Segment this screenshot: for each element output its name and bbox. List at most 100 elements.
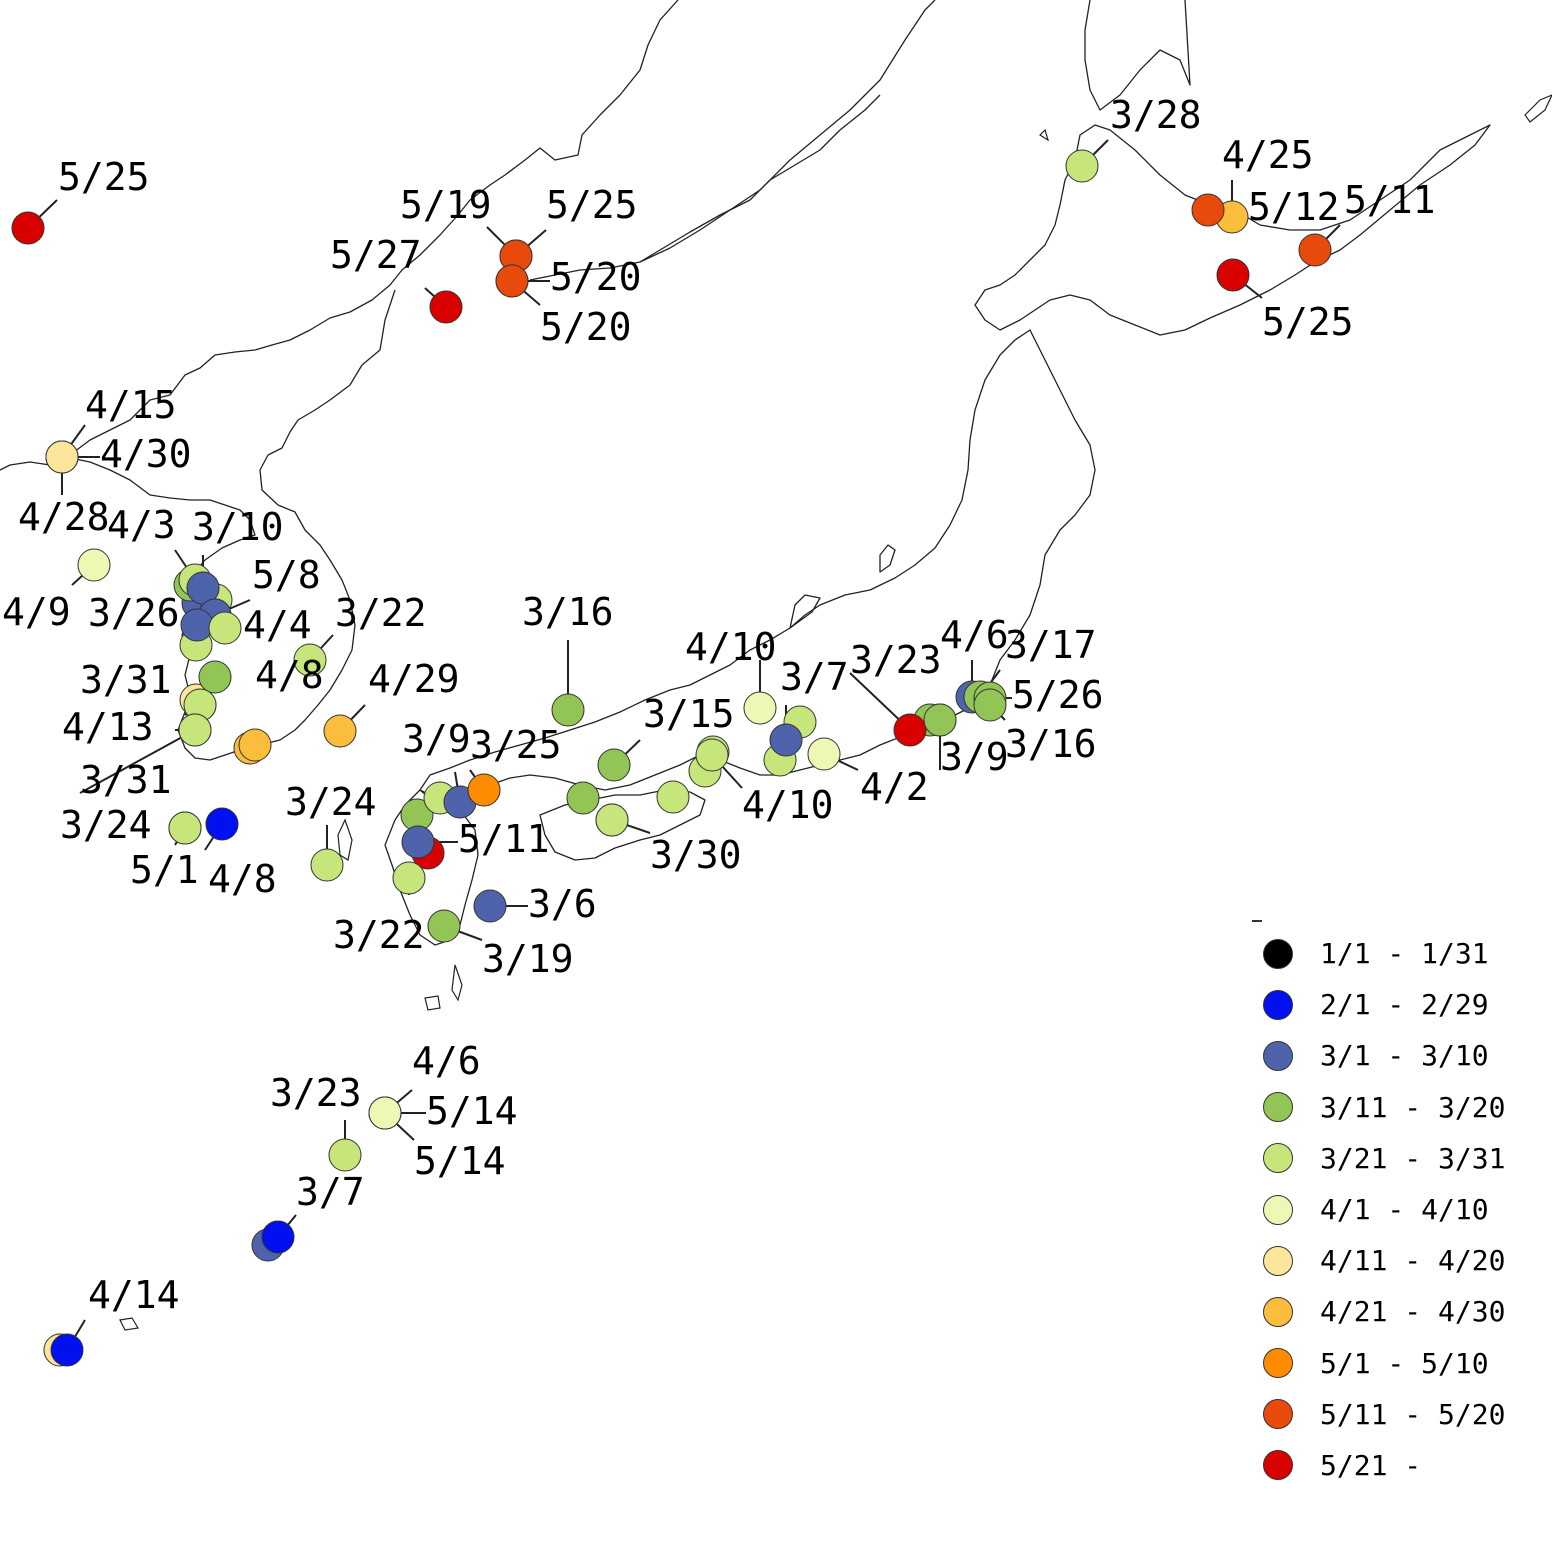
date-label: 3/24 <box>60 803 152 847</box>
date-label: 4/2 <box>860 765 929 809</box>
legend-label: 4/21 - 4/30 <box>1320 1295 1506 1329</box>
station-marker <box>401 825 435 859</box>
station-marker <box>566 781 600 815</box>
leader-line <box>79 729 196 794</box>
date-label: 3/16 <box>522 590 614 634</box>
station-marker <box>238 728 272 762</box>
legend-tick <box>1252 920 1262 922</box>
date-label: 5/27 <box>330 233 422 277</box>
sakhalin-coast <box>1084 0 1191 111</box>
station-marker <box>973 688 1007 722</box>
legend-label: 1/1 - 1/31 <box>1320 937 1489 971</box>
legend-swatch <box>1263 938 1293 969</box>
date-label: 4/15 <box>85 383 177 427</box>
rishiri <box>1039 128 1050 142</box>
date-label: 5/11 <box>1344 178 1436 222</box>
date-label: 3/31 <box>80 658 172 702</box>
legend-swatch <box>1263 1040 1293 1071</box>
legend-item: 1/1 - 1/31 <box>1255 928 1545 979</box>
date-label: 4/4 <box>243 603 312 647</box>
legend-item: 3/21 - 3/31 <box>1255 1133 1545 1184</box>
date-label: 3/6 <box>528 882 597 926</box>
legend-swatch <box>1263 1143 1293 1174</box>
station-marker <box>45 440 79 474</box>
date-label: 4/30 <box>100 432 192 476</box>
legend-item: 3/1 - 3/10 <box>1255 1030 1545 1081</box>
legend-swatch <box>1263 1450 1293 1481</box>
date-label: 5/14 <box>426 1089 518 1133</box>
station-marker <box>1191 193 1225 227</box>
station-marker <box>293 643 327 677</box>
date-label: 4/10 <box>685 625 777 669</box>
station-markers <box>11 149 1332 1367</box>
legend-swatch <box>1263 1245 1293 1276</box>
date-label: 3/30 <box>650 833 742 877</box>
station-marker <box>11 211 45 245</box>
date-label: 3/31 <box>80 758 172 802</box>
station-marker <box>261 1220 295 1254</box>
date-label: 5/25 <box>58 155 150 199</box>
station-marker <box>427 909 461 943</box>
legend-label: 5/11 - 5/20 <box>1320 1397 1506 1431</box>
legend-label: 3/21 - 3/31 <box>1320 1141 1506 1175</box>
station-marker <box>551 693 585 727</box>
legend-swatch <box>1263 1296 1293 1327</box>
station-marker <box>595 803 629 837</box>
station-marker <box>1065 149 1099 183</box>
date-label: 4/6 <box>412 1039 481 1083</box>
shikoku-coast <box>539 789 706 861</box>
date-label: 5/26 <box>1012 673 1104 717</box>
date-label: 3/22 <box>333 913 425 957</box>
date-label: 4/10 <box>742 783 834 827</box>
date-label: 3/23 <box>270 1071 362 1115</box>
station-marker <box>769 723 803 757</box>
date-label: 4/28 <box>18 495 110 539</box>
legend-label: 3/1 - 3/10 <box>1320 1039 1489 1073</box>
date-label: 5/20 <box>540 305 632 349</box>
date-label: 3/17 <box>1005 623 1097 667</box>
far-east-coast <box>529 0 936 281</box>
station-marker <box>168 811 202 845</box>
station-marker <box>467 773 501 807</box>
legend-item: 5/11 - 5/20 <box>1255 1389 1545 1440</box>
hokkaido-coast <box>974 124 1491 336</box>
noto-peninsula <box>789 594 821 629</box>
station-marker <box>807 737 841 771</box>
date-labels: 5/255/19 5/255/27 5/205/203/284/255/12 5/11… <box>2 93 1436 1317</box>
legend-item: 3/11 - 3/20 <box>1255 1082 1545 1133</box>
date-label: 3/9 <box>940 735 1009 779</box>
yakushima <box>424 995 441 1011</box>
date-label: 5/1 <box>130 848 199 892</box>
date-label: 4/14 <box>88 1273 180 1317</box>
legend-label: 4/1 - 4/10 <box>1320 1193 1489 1227</box>
station-marker <box>495 264 529 298</box>
station-marker <box>695 738 729 772</box>
sado-island <box>879 544 896 573</box>
date-label: 3/26 <box>88 591 180 635</box>
date-label: 5/8 <box>252 553 321 597</box>
date-label: 4/3 <box>107 503 176 547</box>
leader-lines <box>27 139 1341 1351</box>
legend-swatch <box>1263 989 1293 1020</box>
station-marker <box>1216 258 1250 292</box>
station-marker <box>429 290 463 324</box>
date-label: 3/7 <box>296 1170 365 1214</box>
station-marker <box>198 660 232 694</box>
legend-item: 5/21 - <box>1255 1440 1545 1491</box>
legend-item: 4/1 - 4/10 <box>1255 1184 1545 1235</box>
date-label: 5/25 <box>1262 300 1354 344</box>
date-label: 5/12 <box>1248 185 1340 229</box>
date-label: 3/25 <box>470 723 562 767</box>
date-label: 4/6 <box>940 613 1009 657</box>
ishigaki <box>119 1317 139 1331</box>
date-label: 3/22 <box>335 591 427 635</box>
date-label: 4/8 <box>255 653 324 697</box>
legend-item: 5/1 - 5/10 <box>1255 1338 1545 1389</box>
station-marker <box>180 608 214 642</box>
date-label: 3/19 <box>482 937 574 981</box>
station-marker <box>328 1138 362 1172</box>
legend-label: 3/11 - 3/20 <box>1320 1090 1506 1124</box>
date-label: 4/13 <box>62 705 154 749</box>
date-label: 3/7 <box>780 655 849 699</box>
station-marker <box>323 714 357 748</box>
